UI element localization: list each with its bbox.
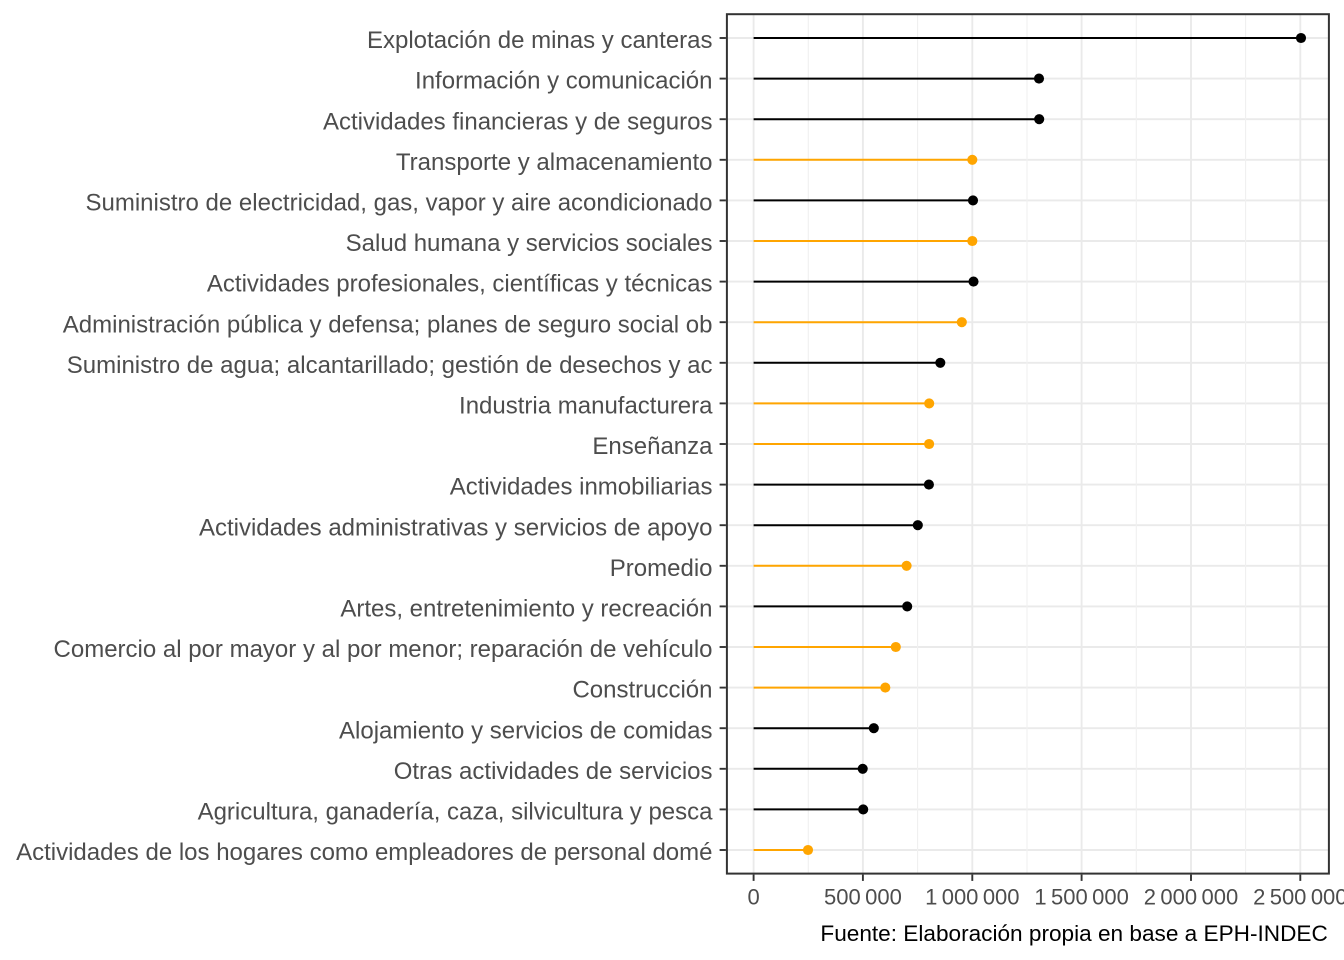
svg-text:Administración pública y defen: Administración pública y defensa; planes… (63, 311, 713, 338)
svg-text:0: 0 (747, 884, 759, 909)
svg-text:Información y comunicación: Información y comunicación (415, 68, 712, 95)
svg-text:Enseñanza: Enseñanza (592, 433, 713, 460)
svg-text:Actividades administrativas y: Actividades administrativas y servicios … (199, 514, 713, 541)
svg-text:2 500 000: 2 500 000 (1253, 884, 1344, 909)
svg-text:Fuente: Elaboración propia en: Fuente: Elaboración propia en base a EPH… (820, 921, 1327, 946)
svg-text:Alojamiento y servicios de com: Alojamiento y servicios de comidas (339, 717, 713, 744)
svg-text:1 500 000: 1 500 000 (1034, 884, 1128, 909)
svg-text:Transporte y almacenamiento: Transporte y almacenamiento (396, 149, 713, 176)
svg-text:Explotación de minas y cantera: Explotación de minas y canteras (367, 27, 713, 54)
svg-text:Industria manufacturera: Industria manufacturera (459, 393, 713, 420)
svg-text:Agricultura, ganadería, caza,: Agricultura, ganadería, caza, silvicultu… (198, 799, 714, 826)
svg-text:Construcción: Construcción (572, 677, 712, 704)
svg-text:Actividades de los hogares com: Actividades de los hogares como empleado… (16, 839, 712, 866)
svg-text:Otras actividades de servicios: Otras actividades de servicios (394, 758, 713, 785)
svg-text:Actividades financieras y de s: Actividades financieras y de seguros (323, 108, 713, 135)
svg-text:Promedio: Promedio (610, 555, 713, 582)
svg-text:Suministro de electricidad, ga: Suministro de electricidad, gas, vapor y… (85, 190, 712, 217)
svg-text:Suministro de agua; alcantaril: Suministro de agua; alcantarillado; gest… (67, 352, 713, 379)
svg-text:Artes, entretenimiento y recre: Artes, entretenimiento y recreación (340, 596, 712, 623)
svg-text:Actividades profesionales, cie: Actividades profesionales, científicas y… (207, 271, 713, 298)
svg-text:2 000 000: 2 000 000 (1144, 884, 1238, 909)
svg-text:500 000: 500 000 (824, 884, 902, 909)
svg-text:1 000 000: 1 000 000 (925, 884, 1019, 909)
svg-text:Actividades inmobiliarias: Actividades inmobiliarias (450, 474, 713, 501)
svg-text:Comercio al por mayor y al por: Comercio al por mayor y al por menor; re… (54, 636, 713, 663)
svg-text:Salud humana y servicios socia: Salud humana y servicios sociales (346, 230, 713, 257)
